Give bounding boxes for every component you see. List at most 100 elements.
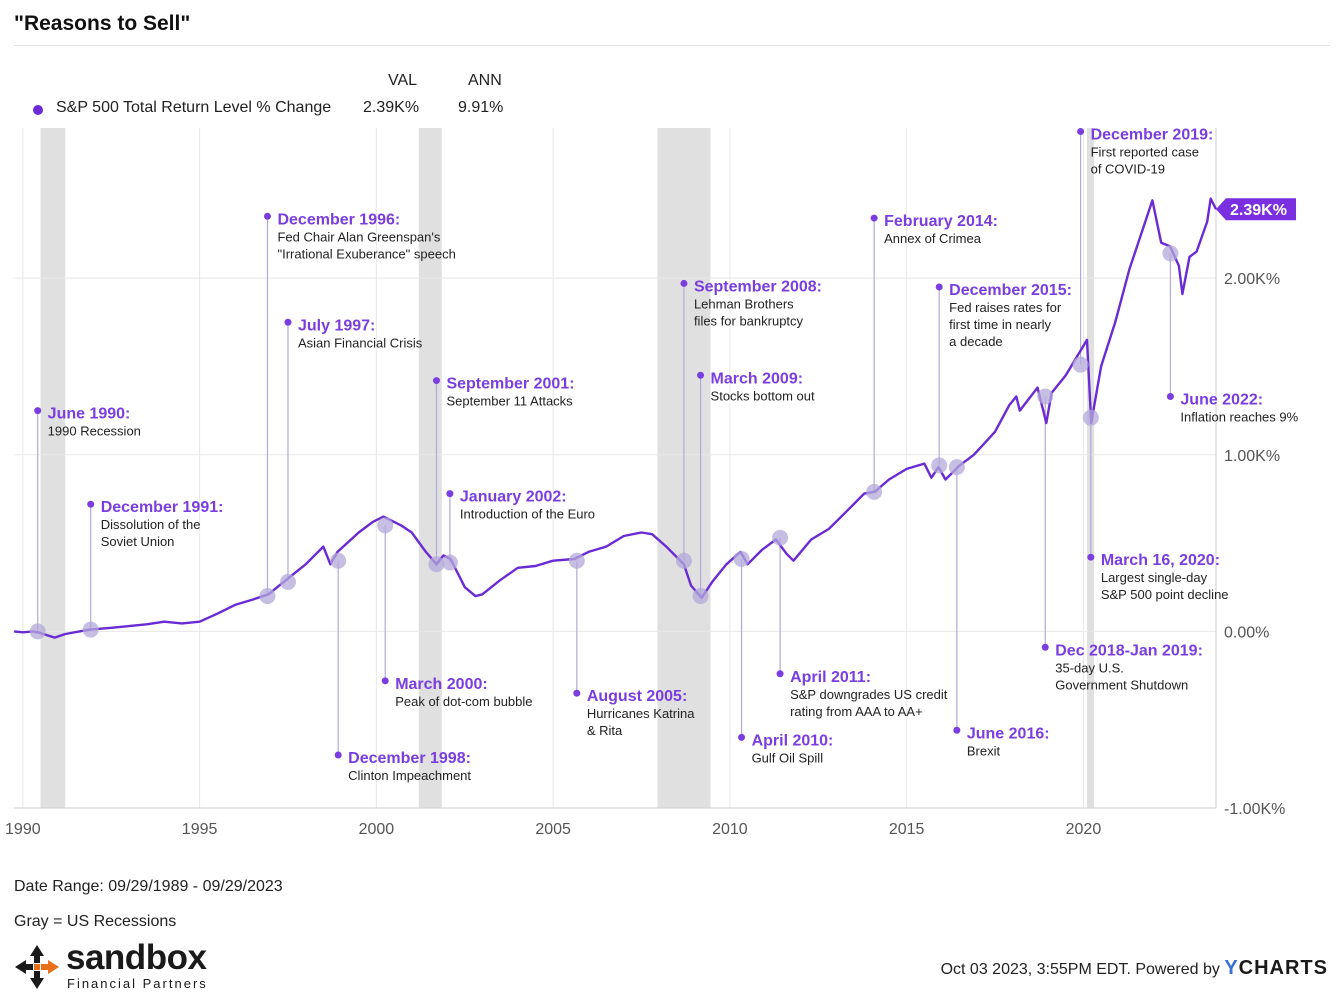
event-marker — [948, 459, 965, 476]
recession-band — [40, 128, 66, 808]
last-value-label: 2.39K% — [1230, 202, 1287, 219]
last-value-badge — [1216, 198, 1296, 221]
annotation-text: Introduction of the Euro — [460, 507, 595, 522]
annotation-title: September 2008: — [694, 278, 822, 295]
x-tick-label: 1995 — [182, 821, 218, 838]
x-tick-label: 2010 — [712, 821, 748, 838]
event-marker — [82, 621, 99, 638]
annotation-title: January 2002: — [460, 489, 567, 506]
annotation-text: Stocks bottom out — [711, 388, 815, 403]
event-marker — [259, 588, 276, 605]
annotation-text: Inflation reaches 9% — [1180, 409, 1298, 424]
annotation-text: first time in nearly — [949, 317, 1051, 332]
event-marker — [931, 457, 948, 474]
annotation-title: March 2000: — [395, 676, 488, 693]
annotation-text: First reported case — [1091, 145, 1199, 160]
powered-by-text: Oct 03 2023, 3:55PM EDT. Powered by — [940, 961, 1220, 978]
annotation-text: of COVID-19 — [1091, 162, 1165, 177]
x-tick-label: 2015 — [889, 821, 925, 838]
annotation-title: March 2009: — [711, 370, 804, 387]
event-marker — [733, 550, 750, 567]
annotation-dot — [284, 318, 292, 326]
annotation-dot — [680, 279, 688, 287]
annotation-text: Clinton Impeachment — [348, 768, 471, 783]
annotation-text: Government Shutdown — [1055, 677, 1188, 692]
annotation-text: Fed Chair Alan Greenspan's — [277, 229, 440, 244]
y-tick-label: 1.00K% — [1224, 448, 1280, 465]
annotation-text: Lehman Brothers — [694, 296, 794, 311]
ycharts-logo-rest: CHARTS — [1238, 957, 1328, 979]
annotation-title: December 2015: — [949, 282, 1072, 299]
annotation-dot — [1166, 392, 1174, 400]
annotation-title: December 2019: — [1091, 127, 1214, 144]
annotation-text: Asian Financial Crisis — [298, 335, 423, 350]
annotation-text: 35-day U.S. — [1055, 660, 1124, 675]
annotation-dot — [573, 689, 581, 697]
legend-series-name: S&P 500 Total Return Level % Change — [56, 99, 332, 116]
y-tick-label: 0.00% — [1224, 624, 1269, 641]
ycharts-logo: YCHARTS — [1224, 957, 1328, 979]
annotation-text: Fed raises rates for — [949, 300, 1062, 315]
ycharts-logo-y: Y — [1224, 957, 1239, 979]
annotation-text: Gulf Oil Spill — [752, 750, 824, 765]
y-tick-label: -1.00K% — [1224, 801, 1285, 818]
x-tick-label: 2020 — [1066, 821, 1102, 838]
event-marker — [428, 556, 445, 573]
annotation-dot — [34, 407, 42, 415]
logo-wordmark: sandbox — [66, 938, 207, 977]
annotation-dot — [870, 214, 878, 222]
annotation-dot — [446, 490, 454, 498]
series-line-sp500 — [13, 197, 1218, 639]
legend-ann-header: ANN — [468, 72, 502, 89]
legend-val-header: VAL — [388, 72, 418, 89]
annotation-text: "Irrational Exuberance" speech — [277, 246, 455, 261]
annotation-title: June 2016: — [967, 725, 1050, 742]
annotation-text: S&P 500 point decline — [1101, 587, 1229, 602]
annotation-dot — [334, 751, 342, 759]
annotation-title: March 16, 2020: — [1101, 552, 1220, 569]
annotation-dot — [697, 371, 705, 379]
annotation-text: September 11 Attacks — [446, 394, 573, 409]
annotation-title: September 2001: — [446, 376, 574, 393]
annotation-dot — [1087, 553, 1095, 561]
event-marker — [866, 483, 883, 500]
y-tick-label: 2.00K% — [1224, 271, 1280, 288]
annotation-title: June 2022: — [1180, 391, 1263, 408]
event-marker — [675, 552, 692, 569]
event-marker — [692, 588, 709, 605]
annotation-text: Brexit — [967, 743, 1001, 758]
chart-title: "Reasons to Sell" — [14, 12, 191, 35]
annotation-text: Largest single-day — [1101, 570, 1208, 585]
annotation-text: files for bankruptcy — [694, 313, 804, 328]
x-tick-label: 2000 — [359, 821, 395, 838]
event-marker — [1072, 356, 1089, 373]
annotation-dot — [381, 677, 389, 685]
annotation-title: December 1991: — [101, 499, 224, 516]
x-tick-label: 2005 — [535, 821, 571, 838]
annotation-title: August 2005: — [587, 688, 687, 705]
annotation-text: Hurricanes Katrina — [587, 706, 695, 721]
annotation-text: Annex of Crimea — [884, 231, 982, 246]
powered-by: Oct 03 2023, 3:55PM EDT. Powered by YCHA… — [941, 957, 1328, 980]
legend-series-ann: 9.91% — [458, 99, 504, 116]
sandbox-logo: sandbox Financial Partners — [14, 938, 234, 996]
annotation-title: June 1990: — [48, 406, 131, 423]
annotation-title: December 1998: — [348, 750, 471, 767]
annotation-text: S&P downgrades US credit — [790, 687, 948, 702]
annotation-title: April 2010: — [752, 732, 834, 749]
recession-note: Gray = US Recessions — [14, 913, 177, 930]
annotation-text: & Rita — [587, 723, 623, 738]
annotation-dot — [263, 212, 271, 220]
annotation-text: Dissolution of the — [101, 517, 201, 532]
annotation-dot — [738, 733, 746, 741]
event-marker — [279, 573, 296, 590]
event-marker — [1082, 409, 1099, 426]
annotation-text: rating from AAA to AA+ — [790, 704, 923, 719]
annotation-dot — [953, 726, 961, 734]
event-marker — [1037, 388, 1054, 405]
event-marker — [330, 552, 347, 569]
date-range-note: Date Range: 09/29/1989 - 09/29/2023 — [14, 878, 283, 895]
annotation-dot — [776, 670, 784, 678]
annotation-title: December 1996: — [277, 211, 400, 228]
